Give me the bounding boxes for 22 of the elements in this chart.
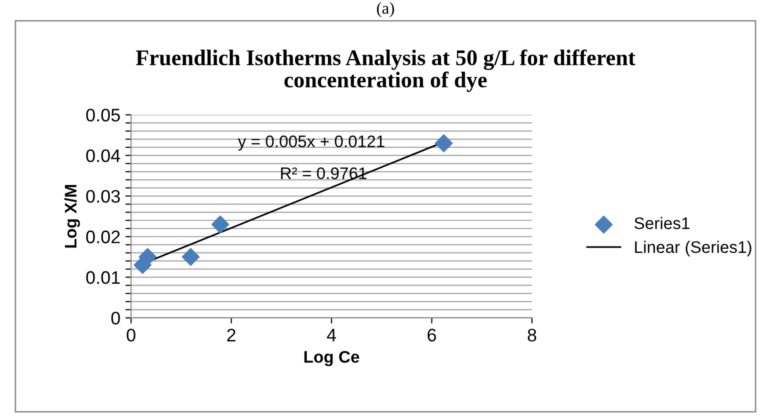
x-tick-label: 8 (528, 328, 536, 342)
x-axis-title: Log Ce (304, 350, 360, 366)
point (434, 134, 453, 152)
text: (a) (376, 2, 394, 18)
y-tick-label: 0.02 (86, 230, 120, 244)
legend-label: Linear (Series1) (635, 240, 752, 256)
legend-label: Series1 (634, 216, 690, 230)
y-tick-label: 0.01 (86, 271, 120, 284)
x-tick-label: 0 (126, 328, 136, 342)
y-tick-label: 0.03 (86, 190, 120, 203)
y-tick-label: 0 (111, 312, 120, 325)
point (211, 216, 230, 234)
x-tick-label: 6 (428, 328, 436, 342)
y-axis-title: Log X/M (64, 185, 80, 248)
y-tick-label: 0.04 (86, 149, 120, 162)
x-tick-label: 4 (326, 328, 336, 342)
point (182, 248, 200, 266)
y-tick-label: 0.05 (86, 108, 120, 122)
chart-title: Fruendlich Isotherms Analysis at 50 g/L for different concenteration of dye (136, 49, 636, 92)
annotation: y = 0.005x + 0.0121 (238, 136, 384, 151)
x-tick-label: 2 (227, 328, 236, 342)
annotation: R² = 0.9761 (281, 167, 366, 180)
